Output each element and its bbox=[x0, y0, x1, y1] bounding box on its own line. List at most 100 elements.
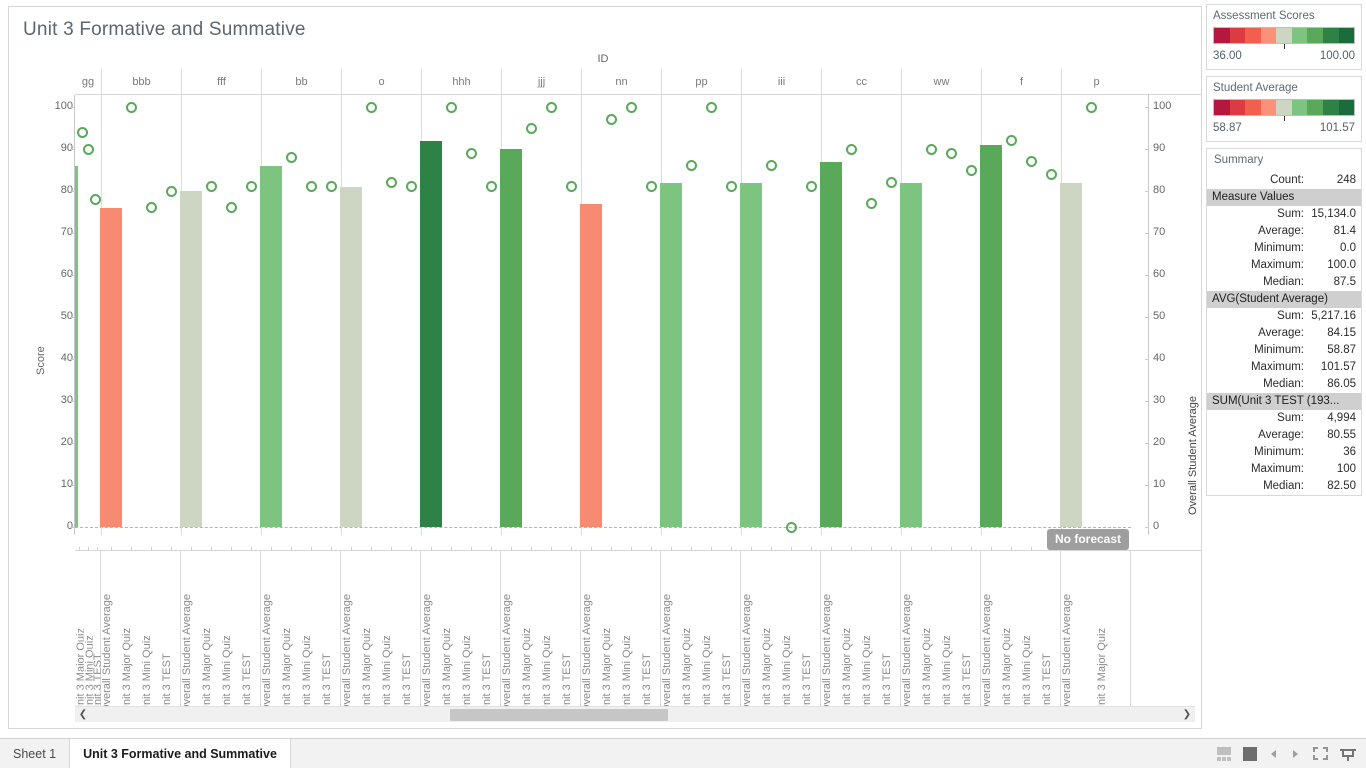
summary-count-value: 248 bbox=[1336, 174, 1356, 186]
mark-bb-2[interactable] bbox=[305, 181, 317, 193]
column-header-iii[interactable]: iii bbox=[741, 69, 821, 94]
mark-hhh-1[interactable] bbox=[445, 101, 457, 113]
bar-cc[interactable] bbox=[820, 161, 842, 527]
mark-bbb-1[interactable] bbox=[125, 101, 137, 113]
column-header-ww[interactable]: ww bbox=[901, 69, 981, 94]
mark-bbb-2[interactable] bbox=[145, 202, 157, 214]
mark-f-2[interactable] bbox=[1025, 156, 1037, 168]
x-axis-label: Unit 3 Mini Quiz bbox=[861, 635, 873, 713]
mark-ww-1[interactable] bbox=[925, 143, 937, 155]
bar-nn[interactable] bbox=[580, 203, 602, 527]
mark-iii-3[interactable] bbox=[805, 181, 817, 193]
bar-iii[interactable] bbox=[740, 182, 762, 527]
mark-iii-1[interactable] bbox=[765, 160, 777, 172]
x-group-pp: Overall Student Average Unit 3 Major Quiz… bbox=[661, 551, 741, 713]
worksheet-tab-1[interactable]: Sheet 1 bbox=[0, 739, 71, 768]
mark-gg-1[interactable] bbox=[76, 126, 88, 138]
bar-f[interactable] bbox=[980, 144, 1002, 527]
summary-row-label: Sum: bbox=[1277, 208, 1304, 220]
mark-ww-3[interactable] bbox=[965, 164, 977, 176]
horizontal-scrollbar[interactable]: ❮ ❯ bbox=[75, 706, 1195, 722]
column-header-f[interactable]: f bbox=[981, 69, 1061, 94]
column-header-p[interactable]: p bbox=[1061, 69, 1131, 94]
mark-o-1[interactable] bbox=[365, 101, 377, 113]
x-tick-mark bbox=[171, 547, 172, 551]
column-header-bb[interactable]: bb bbox=[261, 69, 341, 94]
bar-p[interactable] bbox=[1060, 182, 1082, 527]
mark-cc-3[interactable] bbox=[885, 177, 897, 189]
summary-row-label: Average: bbox=[1258, 429, 1304, 441]
mark-fff-2[interactable] bbox=[225, 202, 237, 214]
presentation-mode-icon[interactable] bbox=[1340, 747, 1356, 761]
next-sheet-icon[interactable] bbox=[1291, 747, 1301, 761]
scroll-left-arrow-icon[interactable]: ❮ bbox=[78, 709, 88, 720]
x-tick-mark bbox=[351, 547, 352, 551]
column-header-pp[interactable]: pp bbox=[661, 69, 741, 94]
summary-row: Average: 84.15 bbox=[1207, 325, 1361, 342]
mark-p-1[interactable] bbox=[1085, 101, 1097, 113]
marks-canvas[interactable] bbox=[75, 95, 1131, 535]
bar-jjj[interactable] bbox=[500, 149, 522, 527]
bar-o[interactable] bbox=[340, 186, 362, 527]
summary-section-header: Measure Values bbox=[1207, 189, 1361, 206]
x-tick-mark bbox=[791, 547, 792, 551]
mark-jjj-2[interactable] bbox=[545, 101, 557, 113]
column-header-nn[interactable]: nn bbox=[581, 69, 661, 94]
mark-gg-2[interactable] bbox=[83, 143, 95, 155]
scrollbar-thumb[interactable] bbox=[450, 708, 668, 721]
mark-iii-2[interactable] bbox=[785, 521, 797, 533]
x-axis-label: Unit 3 TEST bbox=[92, 653, 101, 713]
mark-cc-2[interactable] bbox=[865, 198, 877, 210]
bar-hhh[interactable] bbox=[420, 140, 442, 527]
mark-o-2[interactable] bbox=[385, 177, 397, 189]
column-header-bbb[interactable]: bbb bbox=[101, 69, 181, 94]
bar-fff[interactable] bbox=[180, 191, 202, 527]
mark-hhh-3[interactable] bbox=[485, 181, 497, 193]
mark-bbb-3[interactable] bbox=[165, 185, 177, 197]
x-axis-label: Unit 3 Mini Quiz bbox=[141, 635, 153, 713]
bar-gg[interactable] bbox=[75, 165, 78, 527]
legend-assessment-scores[interactable]: Assessment Scores 36.00 100.00 bbox=[1206, 4, 1362, 70]
mark-nn-2[interactable] bbox=[625, 101, 637, 113]
legend-student-average[interactable]: Student Average 58.87 101.57 bbox=[1206, 76, 1362, 142]
x-axis-label: Unit 3 Mini Quiz bbox=[781, 635, 793, 713]
mark-bb-1[interactable] bbox=[285, 151, 297, 163]
mark-gg-3[interactable] bbox=[90, 193, 102, 205]
bar-pp[interactable] bbox=[660, 182, 682, 527]
mark-pp-2[interactable] bbox=[705, 101, 717, 113]
bar-bb[interactable] bbox=[260, 165, 282, 527]
mark-ww-2[interactable] bbox=[945, 147, 957, 159]
mark-hhh-2[interactable] bbox=[465, 147, 477, 159]
previous-sheet-icon[interactable] bbox=[1269, 747, 1279, 761]
column-header-jjj[interactable]: jjj bbox=[501, 69, 581, 94]
mark-nn-1[interactable] bbox=[605, 114, 617, 126]
scrollbar-track[interactable] bbox=[91, 707, 1179, 723]
mark-jjj-1[interactable] bbox=[525, 122, 537, 134]
bar-bbb[interactable] bbox=[100, 207, 122, 527]
fit-to-screen-icon[interactable] bbox=[1313, 747, 1328, 760]
mark-fff-1[interactable] bbox=[205, 181, 217, 193]
column-header-hhh[interactable]: hhh bbox=[421, 69, 501, 94]
mark-bb-3[interactable] bbox=[325, 181, 337, 193]
column-header-fff[interactable]: fff bbox=[181, 69, 261, 94]
mark-fff-3[interactable] bbox=[245, 181, 257, 193]
mark-f-1[interactable] bbox=[1005, 135, 1017, 147]
scroll-right-arrow-icon[interactable]: ❯ bbox=[1182, 709, 1192, 720]
x-tick-mark bbox=[79, 547, 81, 551]
mark-pp-3[interactable] bbox=[725, 181, 737, 193]
mark-f-3[interactable] bbox=[1045, 168, 1057, 180]
bar-ww[interactable] bbox=[900, 182, 922, 527]
worksheet-tab-2[interactable]: Unit 3 Formative and Summative bbox=[70, 739, 291, 768]
mark-jjj-3[interactable] bbox=[565, 181, 577, 193]
x-tick-mark bbox=[511, 547, 512, 551]
mark-pp-1[interactable] bbox=[685, 160, 697, 172]
mark-cc-1[interactable] bbox=[845, 143, 857, 155]
column-header-o[interactable]: o bbox=[341, 69, 421, 94]
column-header-cc[interactable]: cc bbox=[821, 69, 901, 94]
mark-nn-3[interactable] bbox=[645, 181, 657, 193]
filmstrip-icon[interactable] bbox=[1243, 746, 1257, 761]
show-sheets-icon[interactable] bbox=[1217, 746, 1231, 761]
y-axis-left-tick: 60 bbox=[60, 268, 73, 280]
column-header-gg[interactable]: gg bbox=[81, 75, 95, 88]
mark-o-3[interactable] bbox=[405, 181, 417, 193]
